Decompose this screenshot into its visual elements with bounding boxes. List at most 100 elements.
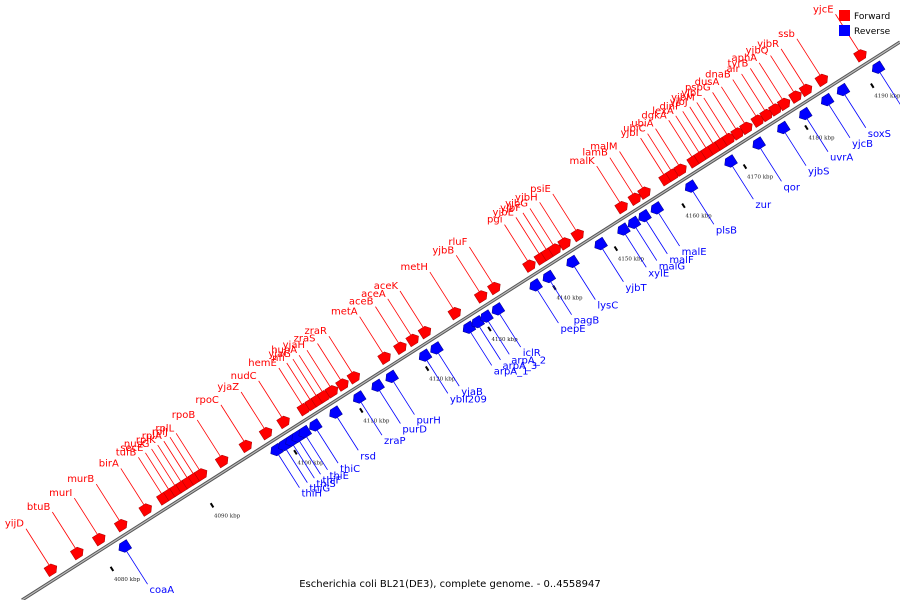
- gene-leader: [317, 343, 344, 385]
- gene-label: nudC: [231, 371, 257, 382]
- gene-label: malG: [659, 262, 685, 273]
- gene-label: yjbB: [432, 245, 454, 256]
- gene-label: ubiC: [623, 124, 645, 135]
- gene-label: yjbT: [625, 283, 647, 294]
- gene-metH: metH: [401, 262, 461, 321]
- gene-leader: [25, 528, 53, 570]
- gene-yjbI: yjbI: [621, 128, 672, 187]
- legend-reverse-label: Reverse: [854, 27, 891, 37]
- gene-leader: [292, 358, 320, 400]
- gene-label: pspG: [685, 82, 711, 93]
- gene-label: metH: [401, 262, 428, 273]
- gene-label: rplL: [155, 423, 174, 434]
- gene-arrow: [329, 405, 343, 419]
- gene-yjbM: yjbM: [671, 92, 728, 151]
- gene-arrow: [417, 325, 432, 340]
- gene-label: yjaG: [268, 349, 291, 360]
- gene-arrow: [871, 60, 886, 74]
- gene-leader: [358, 397, 383, 436]
- gene-dusA: dusA: [695, 77, 753, 136]
- gene-leader: [609, 157, 636, 199]
- gene-leader: [157, 444, 184, 486]
- gene-leader: [675, 115, 702, 157]
- gene-leader: [328, 336, 356, 377]
- gene-arrow: [258, 426, 273, 441]
- tick-mark: [804, 124, 809, 131]
- gene-arrow: [739, 121, 753, 136]
- gene-label: metA: [331, 307, 358, 318]
- gene-arrow: [853, 49, 867, 63]
- gene-label: thiS: [316, 479, 335, 490]
- gene-leader: [258, 380, 285, 422]
- gene-arrow: [70, 546, 84, 561]
- gene-leader: [721, 86, 748, 128]
- gene-label: malF: [669, 255, 694, 266]
- gene-leader: [138, 457, 165, 499]
- gene-leader: [306, 349, 334, 391]
- gene-leader: [571, 262, 596, 300]
- gene-arrow: [798, 83, 813, 98]
- gene-label: lysC: [597, 301, 618, 312]
- gene-arrow: [238, 439, 253, 454]
- gene-leader: [552, 193, 579, 235]
- gene-leader: [796, 38, 823, 80]
- gene-yjaH: yjaH: [283, 340, 339, 399]
- gene-leader: [504, 224, 531, 266]
- gene-arrow: [118, 539, 133, 553]
- gene-yjbF: yjbF: [500, 203, 555, 262]
- gene-label: aphA: [731, 53, 757, 64]
- gene-label: thiE: [330, 471, 349, 482]
- tick-mark: [209, 502, 215, 508]
- gene-soxS: soxS: [836, 82, 891, 140]
- gene-label: malE: [682, 247, 707, 258]
- gene-leader: [689, 186, 715, 225]
- gene-zur: zur: [724, 154, 772, 211]
- gene-label: soxS: [868, 129, 891, 140]
- gene-label: yjcB: [852, 139, 873, 150]
- gene-tyrB: tyrB: [728, 58, 782, 117]
- gene-label: yjbI: [621, 128, 639, 139]
- gene-leader: [390, 377, 415, 415]
- gene-label: yjbE: [493, 207, 514, 218]
- gene-arrow: [759, 108, 773, 123]
- gene-label: birA: [99, 458, 119, 469]
- gene-leader: [712, 92, 739, 134]
- gene-arrow: [614, 200, 628, 215]
- gene-arrow: [193, 468, 208, 482]
- gene-murB: murB: [67, 474, 128, 533]
- gene-label: pepE: [560, 324, 585, 335]
- gene-dgkA: dgkA: [641, 110, 700, 169]
- tick-mark: [109, 566, 115, 572]
- gene-arrow: [276, 415, 290, 430]
- gene-arrow: [418, 348, 433, 362]
- gene-leader: [750, 68, 777, 110]
- gene-label: malM: [590, 142, 617, 153]
- gene-lamB: lamB: [582, 148, 641, 206]
- gene-arrow: [529, 278, 543, 292]
- gene-arrow: [324, 385, 339, 399]
- gene-leader: [175, 433, 203, 475]
- gene-arrow: [650, 201, 665, 215]
- gene-label: btuB: [27, 502, 51, 513]
- gene-arrow: [405, 333, 419, 348]
- gene-arrow: [480, 309, 494, 323]
- gene-label: arpA_2: [511, 355, 546, 366]
- gene-label: yjbL: [681, 88, 702, 99]
- gene-yjbS: yjbS: [777, 120, 829, 178]
- gene-leader: [296, 436, 321, 475]
- gene-malG: malG: [627, 215, 685, 273]
- gene-arrow: [491, 302, 506, 316]
- gene-label: arpA_1: [494, 366, 529, 377]
- gene-arrow: [566, 254, 580, 269]
- gene-yjbE: yjbE: [493, 207, 548, 266]
- gene-malM: malM: [590, 142, 651, 200]
- gene-leader: [435, 348, 460, 387]
- gene-label: uvrA: [830, 153, 853, 164]
- tick-mark: [681, 203, 686, 209]
- gene-label: arpA_3: [503, 361, 538, 372]
- gene-label: zraS: [294, 333, 316, 344]
- gene-label: rpoC: [195, 395, 219, 406]
- tick-mark: [870, 83, 875, 89]
- gene-label: ssb: [778, 29, 795, 40]
- gene-rsd: rsd: [329, 405, 376, 462]
